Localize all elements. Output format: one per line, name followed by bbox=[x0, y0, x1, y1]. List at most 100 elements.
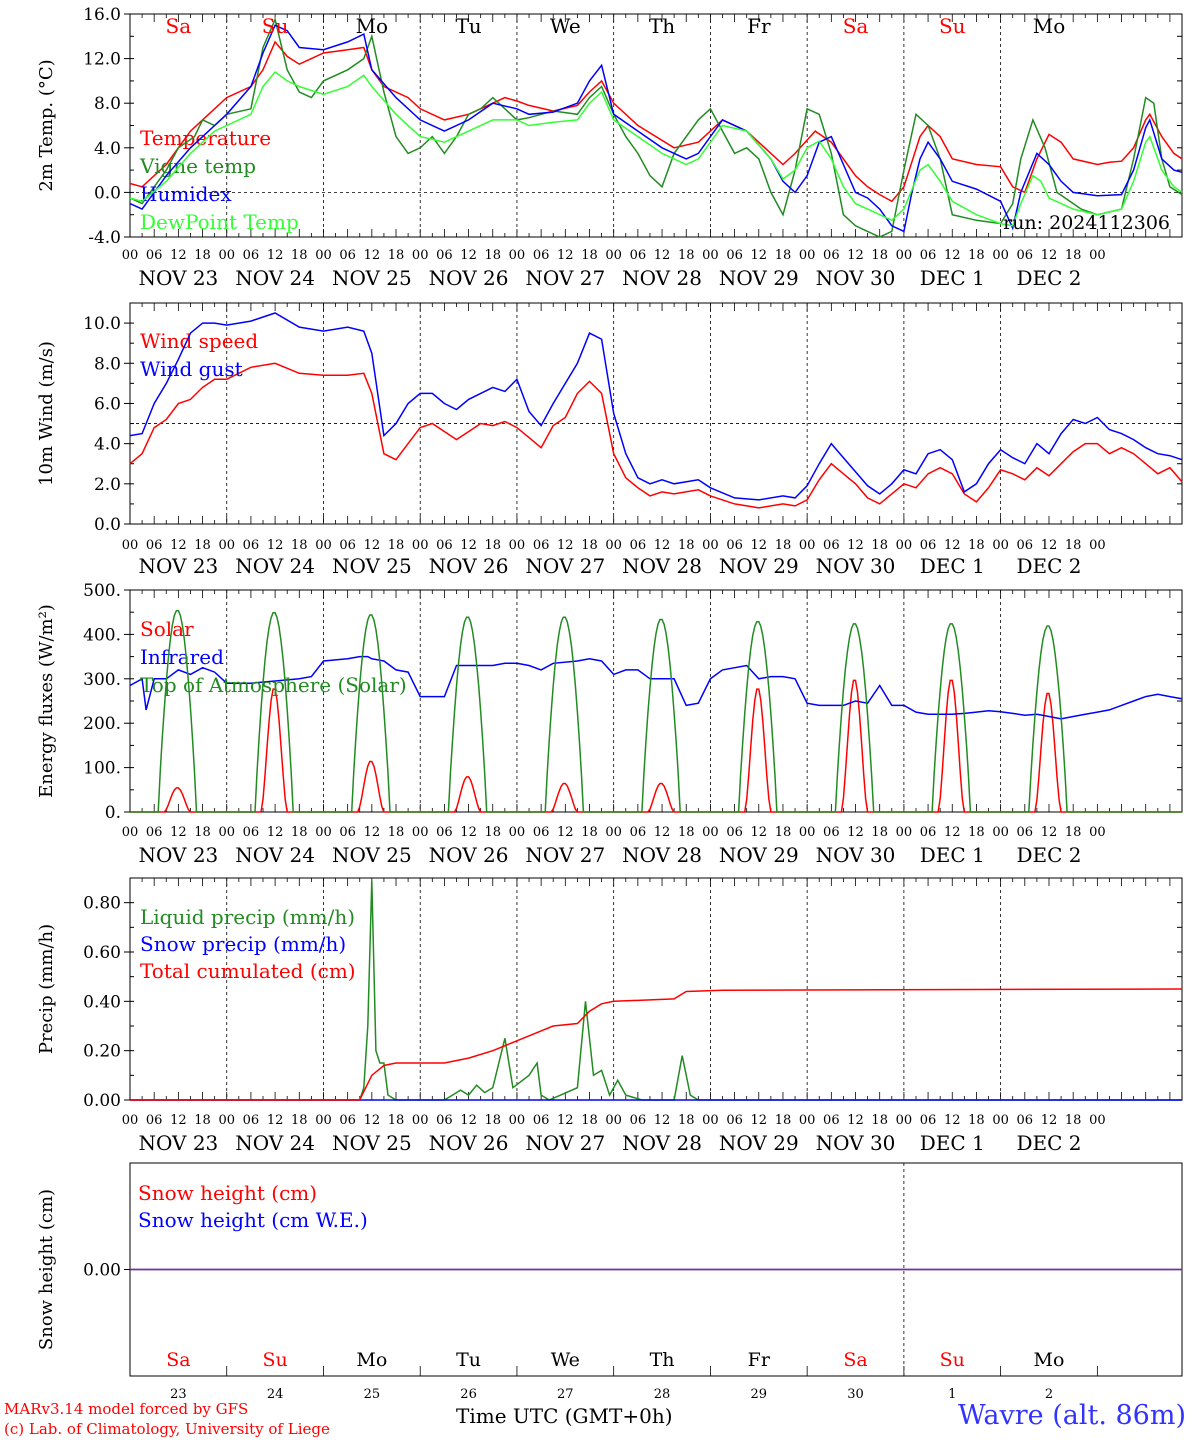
weekday-label-bottom: We bbox=[551, 1349, 580, 1371]
weekday-label-bottom: Th bbox=[650, 1349, 675, 1371]
hour-label: 18 bbox=[775, 825, 792, 840]
hour-label: 06 bbox=[436, 825, 453, 840]
date-label: NOV 23 bbox=[138, 266, 218, 290]
legend-entry: Wind gust bbox=[140, 357, 243, 381]
hour-label: 06 bbox=[243, 1113, 260, 1128]
hour-label: 06 bbox=[533, 1113, 550, 1128]
hour-label: 00 bbox=[218, 1113, 235, 1128]
hour-label: 06 bbox=[1017, 248, 1034, 263]
hour-label: 06 bbox=[630, 825, 647, 840]
hour-label: 06 bbox=[146, 248, 163, 263]
date-label: NOV 27 bbox=[525, 1131, 605, 1155]
hour-label: 18 bbox=[388, 248, 405, 263]
date-label: NOV 30 bbox=[816, 843, 896, 867]
weekday-label-bottom: Sa bbox=[166, 1349, 190, 1371]
y-tick-label: 200. bbox=[83, 714, 121, 734]
hour-label: 00 bbox=[315, 825, 332, 840]
hour-label: 06 bbox=[726, 248, 743, 263]
legend-entry: Humidex bbox=[140, 182, 232, 206]
hour-label: 12 bbox=[557, 825, 574, 840]
weekday-label: Mo bbox=[1033, 14, 1066, 38]
hour-label: 18 bbox=[678, 1113, 695, 1128]
run-annotation: run: 2024112306 bbox=[1003, 212, 1170, 234]
hour-label: 12 bbox=[170, 538, 187, 553]
hour-label: 00 bbox=[702, 825, 719, 840]
y-axis-label: Energy fluxes (W/m²) bbox=[36, 604, 57, 798]
hour-label: 12 bbox=[1041, 538, 1058, 553]
day-number: 26 bbox=[460, 1387, 477, 1402]
date-label: NOV 24 bbox=[235, 266, 315, 290]
hour-label: 00 bbox=[896, 825, 913, 840]
weekday-label: Th bbox=[649, 14, 675, 38]
hour-label: 00 bbox=[896, 538, 913, 553]
panel-frame bbox=[129, 302, 1183, 525]
legend-entry: Temperature bbox=[140, 126, 271, 150]
y-tick-label: 100. bbox=[83, 759, 121, 779]
hour-label: 18 bbox=[871, 825, 888, 840]
hour-label: 06 bbox=[339, 538, 356, 553]
hour-label: 12 bbox=[847, 538, 864, 553]
hour-label: 12 bbox=[847, 248, 864, 263]
hour-label: 06 bbox=[726, 538, 743, 553]
hour-label: 12 bbox=[654, 248, 671, 263]
weekday-label-bottom: Su bbox=[940, 1349, 965, 1371]
y-axis-label: 10m Wind (m/s) bbox=[36, 341, 57, 486]
hour-label: 18 bbox=[581, 1113, 598, 1128]
date-label: NOV 25 bbox=[332, 266, 412, 290]
weekday-label: Fr bbox=[747, 14, 771, 38]
day-number: 27 bbox=[557, 1387, 574, 1402]
legend-entry: Vigne temp bbox=[139, 154, 256, 178]
legend-entry: Solar bbox=[140, 617, 194, 641]
weekday-label: We bbox=[550, 14, 581, 38]
hour-label: 18 bbox=[194, 1113, 211, 1128]
weekday-label: Sa bbox=[166, 14, 192, 38]
hour-label: 00 bbox=[1089, 248, 1106, 263]
weekday-label: Su bbox=[262, 14, 289, 38]
y-tick-label: 0. bbox=[105, 803, 121, 823]
hour-label: 00 bbox=[799, 1113, 816, 1128]
hour-label: 06 bbox=[823, 538, 840, 553]
hour-label: 12 bbox=[170, 248, 187, 263]
hour-label: 18 bbox=[194, 825, 211, 840]
hour-label: 06 bbox=[146, 825, 163, 840]
hour-label: 12 bbox=[460, 825, 477, 840]
hour-label: 18 bbox=[1065, 538, 1082, 553]
hour-label: 18 bbox=[678, 825, 695, 840]
panel-frame bbox=[129, 589, 1183, 813]
hour-label: 00 bbox=[605, 1113, 622, 1128]
hour-label: 00 bbox=[218, 825, 235, 840]
hour-label: 00 bbox=[1089, 825, 1106, 840]
hour-label: 06 bbox=[243, 248, 260, 263]
series-line-0 bbox=[130, 880, 1182, 1101]
legend-entry: Top of Atmosphere (Solar) bbox=[140, 673, 407, 697]
date-label: NOV 23 bbox=[138, 554, 218, 578]
hour-label: 18 bbox=[581, 248, 598, 263]
hour-label: 06 bbox=[1017, 538, 1034, 553]
date-label: NOV 28 bbox=[622, 1131, 702, 1155]
hour-label: 00 bbox=[799, 538, 816, 553]
date-label: NOV 26 bbox=[429, 554, 509, 578]
hour-label: 00 bbox=[896, 248, 913, 263]
day-number: 29 bbox=[751, 1387, 768, 1402]
date-label: NOV 23 bbox=[138, 843, 218, 867]
weekday-label-bottom: Fr bbox=[748, 1349, 771, 1371]
series-line-1 bbox=[129, 312, 1183, 501]
y-tick-label: 4.0 bbox=[94, 139, 121, 159]
date-label: DEC 1 bbox=[920, 843, 985, 867]
hour-label: 06 bbox=[146, 1113, 163, 1128]
y-axis-label: Precip (mm/h) bbox=[36, 924, 57, 1054]
weekday-label: Tu bbox=[455, 14, 481, 38]
series-line-0 bbox=[129, 40, 1183, 203]
legend-entry: Snow height (cm) bbox=[138, 1181, 317, 1205]
legend-entry: Total cumulated (cm) bbox=[140, 959, 356, 983]
hour-label: 12 bbox=[944, 825, 961, 840]
hour-label: 12 bbox=[1041, 1113, 1058, 1128]
hour-label: 06 bbox=[630, 1113, 647, 1128]
legend-entry: DewPoint Temp bbox=[140, 210, 299, 234]
weekday-label-bottom: Sa bbox=[843, 1349, 867, 1371]
date-label: NOV 27 bbox=[525, 843, 605, 867]
y-tick-label: 0.00 bbox=[83, 1091, 121, 1111]
hour-label: 00 bbox=[412, 825, 429, 840]
date-label: DEC 2 bbox=[1016, 1131, 1081, 1155]
hour-label: 18 bbox=[775, 1113, 792, 1128]
